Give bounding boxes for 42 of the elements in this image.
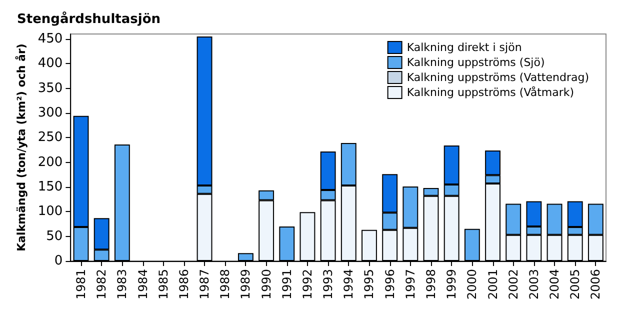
x-tick-label: 2002: [506, 269, 520, 300]
y-tick-label: 150: [38, 179, 63, 194]
x-tick-label: 2005: [568, 269, 582, 300]
y-axis-title: Kalkmängd (ton/yta (km²) och år): [15, 44, 28, 252]
x-tick-label: 1999: [444, 269, 459, 300]
x-tick-label: 1995: [362, 269, 376, 300]
x-tick-label: 2004: [548, 269, 562, 300]
chart-title: Stengårdshultasjön: [17, 11, 161, 27]
y-tick-label: 50: [46, 228, 63, 244]
legend-label: Kalkning uppströms (Sjö): [406, 56, 545, 69]
x-tick-label: 1987: [198, 269, 212, 300]
x-tick-label: 2006: [588, 269, 603, 300]
x-tick-label: 1997: [403, 269, 418, 300]
legend-label: Kalkning uppströms (Våtmark): [406, 86, 574, 99]
legend-label: Kalkning uppströms (Vattendrag): [406, 71, 589, 84]
x-tick-label: 1981: [74, 269, 88, 300]
y-tick-label: 400: [38, 56, 63, 72]
y-tick-label: 250: [38, 130, 63, 146]
x-tick-label: 2001: [486, 269, 500, 300]
x-tick-label: 1985: [156, 269, 170, 300]
x-tick-label: 1994: [342, 269, 356, 300]
y-tick-label: 100: [38, 204, 63, 220]
y-tick-label: 350: [38, 80, 63, 96]
x-tick-label: 1991: [280, 269, 294, 300]
x-tick-label: 1988: [218, 269, 232, 300]
y-tick-label: 450: [38, 31, 63, 46]
x-tick-label: 1989: [238, 269, 253, 300]
x-tick-label: 1984: [136, 269, 150, 300]
y-tick-label: 0: [54, 254, 63, 268]
x-tick-label: 2003: [526, 269, 541, 300]
y-tick-label: 200: [38, 154, 63, 170]
x-tick-label: 1983: [115, 269, 130, 300]
legend-label: Kalkning direkt i sjön: [406, 41, 522, 54]
x-tick-label: 1993: [321, 269, 336, 300]
x-tick-label: 1990: [259, 269, 274, 300]
x-tick-label: 1998: [424, 269, 438, 300]
y-tick-label: 300: [38, 105, 63, 120]
x-tick-label: 1996: [382, 269, 397, 300]
x-tick-label: 1992: [300, 269, 314, 300]
x-tick-label: 1982: [94, 269, 109, 300]
x-tick-label: 1986: [176, 269, 191, 300]
x-tick-label: 2000: [465, 269, 480, 300]
